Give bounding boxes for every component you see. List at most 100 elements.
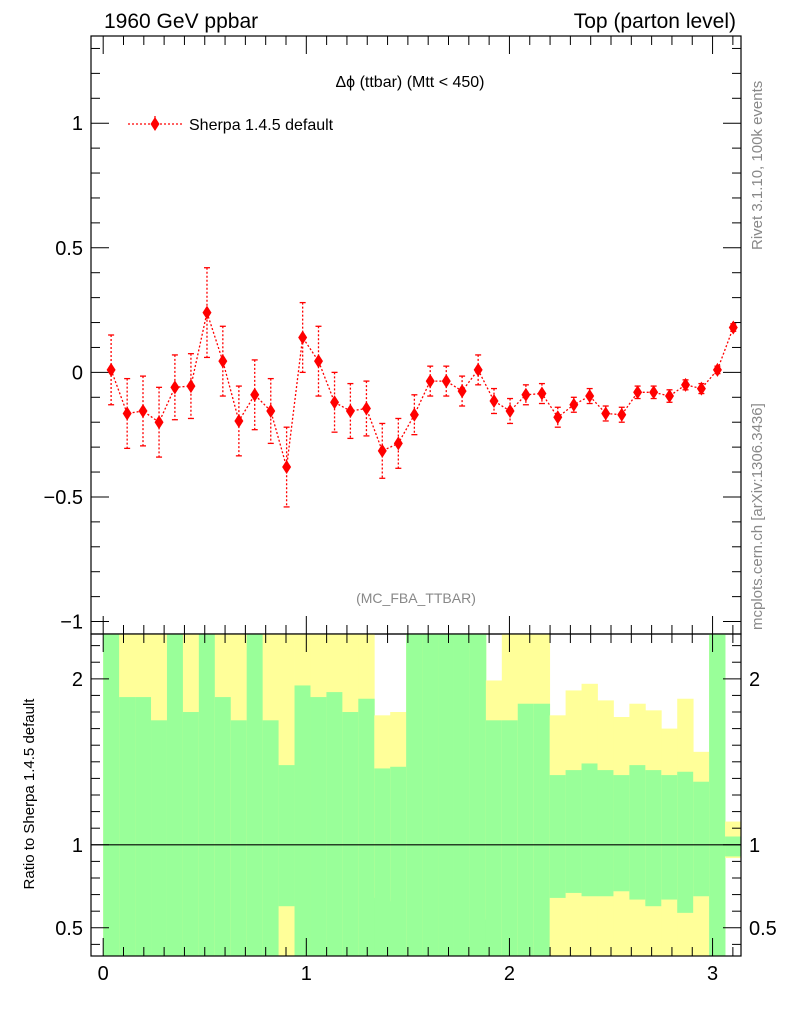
band-inner xyxy=(693,781,710,897)
band-inner xyxy=(517,703,535,956)
data-point xyxy=(409,407,419,422)
band-inner xyxy=(629,765,646,900)
data-point xyxy=(521,387,531,402)
band-inner xyxy=(151,720,168,956)
band-inner xyxy=(390,766,407,956)
ratio-y-tick-label: 0.5 xyxy=(55,918,83,940)
y-tick-label: 0.5 xyxy=(55,238,83,260)
band-inner xyxy=(246,634,264,956)
data-point xyxy=(377,443,387,458)
band-inner xyxy=(326,692,343,956)
ratio-y-tick-label: 2 xyxy=(72,669,83,691)
data-point xyxy=(186,379,196,394)
data-point xyxy=(122,406,132,421)
ratio-frame xyxy=(90,633,742,957)
data-point xyxy=(234,413,244,428)
data-point xyxy=(202,305,212,320)
data-point xyxy=(298,330,308,345)
header-right: Top (parton level) xyxy=(574,10,736,33)
band-inner xyxy=(278,765,295,907)
x-tick-label: 2 xyxy=(504,963,515,985)
data-point xyxy=(218,354,228,369)
band-inner xyxy=(533,703,551,956)
x-tick-label: 0 xyxy=(98,963,109,985)
data-point xyxy=(314,354,323,369)
y-tick-label: −0.5 xyxy=(44,487,83,509)
data-point xyxy=(425,374,435,389)
data-point xyxy=(473,362,483,377)
ratio-ylabel: Ratio to Sherpa 1.4.5 default xyxy=(21,698,38,890)
ratio-y-tick-label-right: 0.5 xyxy=(749,918,777,940)
band-inner xyxy=(453,634,471,956)
band-inner xyxy=(358,698,375,956)
data-point xyxy=(457,384,467,399)
series-line xyxy=(110,310,734,468)
data-point xyxy=(154,415,164,430)
band-inner xyxy=(438,634,455,956)
band-inner xyxy=(406,634,423,956)
data-point xyxy=(361,401,371,416)
data-point xyxy=(633,385,643,400)
band-inner xyxy=(597,770,614,897)
y-tick-label: −1 xyxy=(60,612,83,634)
data-point xyxy=(345,403,355,418)
band-inner xyxy=(262,720,279,956)
band-inner xyxy=(501,720,519,956)
data-point xyxy=(170,380,180,395)
data-point xyxy=(138,403,148,418)
data-point xyxy=(553,410,563,425)
data-point xyxy=(712,362,722,377)
band-inner xyxy=(119,697,136,956)
data-point xyxy=(393,436,403,451)
legend-marker xyxy=(150,117,160,131)
ratio-y-tick-label: 1 xyxy=(72,835,83,857)
data-point xyxy=(728,320,738,335)
data-point xyxy=(601,406,611,421)
band-inner xyxy=(661,775,678,900)
rivet-info: Rivet 3.1.10, 100k events xyxy=(749,81,766,250)
band-inner xyxy=(581,763,598,897)
band-inner xyxy=(677,771,694,913)
ratio-plot: 0.5 0.5 1 1 2 2 0 1 2 3 xyxy=(55,633,777,985)
ratio-y-tick-label-right: 1 xyxy=(749,835,760,857)
x-tick-label: 3 xyxy=(707,963,718,985)
band-inner xyxy=(709,634,726,956)
band-inner xyxy=(103,634,120,956)
data-point xyxy=(250,387,260,402)
band-inner xyxy=(469,634,487,956)
legend-label: Sherpa 1.4.5 default xyxy=(189,117,334,134)
data-point xyxy=(617,407,627,422)
band-inner xyxy=(135,697,152,956)
band-inner xyxy=(613,775,630,892)
x-tick-label: 1 xyxy=(301,963,312,985)
band-inner xyxy=(565,770,582,893)
data-point xyxy=(585,389,595,404)
header-left: 1960 GeV ppbar xyxy=(104,10,258,33)
data-point xyxy=(282,460,292,475)
data-point xyxy=(681,377,691,392)
band-inner xyxy=(645,770,662,907)
band-inner xyxy=(485,720,503,956)
band-inner xyxy=(422,634,439,956)
data-point xyxy=(649,385,659,400)
band-inner xyxy=(182,712,200,956)
data-point xyxy=(106,362,116,377)
data-point xyxy=(266,403,276,418)
main-title: Δϕ (ttbar) (Mtt < 450) xyxy=(335,74,484,91)
band-inner xyxy=(342,712,359,956)
band-inner xyxy=(294,685,311,956)
data-point xyxy=(505,403,515,418)
band-inner xyxy=(725,836,742,857)
band-inner xyxy=(549,775,567,898)
mcplots-info: mcplots.cern.ch [arXiv:1306.3436] xyxy=(749,403,766,630)
band-inner xyxy=(310,697,327,956)
data-point xyxy=(665,389,674,404)
band-inner xyxy=(166,634,184,956)
y-tick-label: 1 xyxy=(72,113,83,135)
data-point xyxy=(537,386,547,401)
band-inner xyxy=(198,634,216,956)
band-inner xyxy=(374,768,391,956)
data-point xyxy=(696,381,706,396)
y-tick-label: 0 xyxy=(72,362,83,384)
